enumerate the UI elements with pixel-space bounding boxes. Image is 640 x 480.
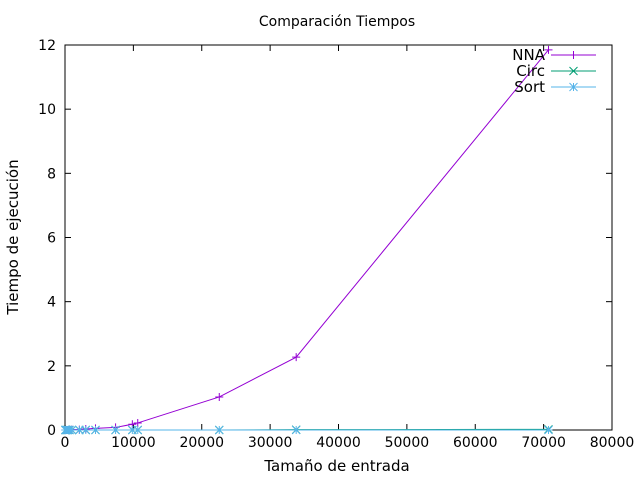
data-point-nna (133, 418, 142, 427)
x-tick-label: 20000 (179, 435, 224, 451)
y-tick-label: 0 (47, 423, 56, 439)
x-tick-label: 10000 (111, 435, 156, 451)
y-tick-label: 4 (47, 295, 56, 311)
data-point-sort (133, 425, 143, 435)
y-tick-label: 12 (38, 38, 56, 54)
legend-marker-sort (569, 82, 578, 92)
y-axis-label: Tiempo de ejecución (4, 159, 22, 315)
data-point-sort (111, 425, 120, 435)
x-tick-label: 40000 (316, 435, 361, 451)
x-tick-label: 30000 (248, 435, 293, 451)
x-tick-label: 60000 (453, 435, 498, 451)
data-point-sort (67, 425, 77, 435)
legend-label-circ: Circ (516, 62, 545, 80)
series-nna (61, 45, 553, 434)
data-point-sort (544, 425, 553, 435)
plot-frame (64, 44, 613, 431)
data-point-sort (81, 425, 91, 435)
y-tick-label: 8 (47, 166, 56, 182)
legend-label-nna: NNA (512, 46, 545, 64)
data-point-nna (544, 45, 553, 54)
axis-ticks: 0 10000 20000 30000 40000 50000 60000 70000 8000… (38, 38, 634, 451)
legend-marker-circ (569, 66, 578, 76)
x-tick-label: 0 (61, 435, 70, 451)
x-tick-label: 50000 (385, 435, 430, 451)
series-sort (61, 425, 553, 435)
y-tick-label: 6 (47, 231, 56, 247)
x-tick-label: 80000 (590, 435, 635, 451)
x-tick-label: 70000 (521, 435, 566, 451)
data-point-sort (75, 425, 84, 435)
legend-marker-nna (569, 51, 578, 59)
data-point-sort (214, 425, 224, 435)
data-point-sort (91, 425, 100, 435)
chart-title: Comparación Tiempos (259, 14, 415, 30)
data-point-sort (291, 425, 301, 435)
x-axis-label: Tamaño de entrada (263, 457, 409, 475)
series-line-nna (65, 49, 549, 431)
series-layer (61, 45, 553, 435)
legend-label-sort: Sort (514, 78, 545, 96)
data-point-nna (215, 392, 224, 401)
data-point-sort (127, 425, 137, 435)
y-tick-label: 10 (38, 102, 56, 118)
data-point-nna (292, 353, 301, 362)
y-tick-label: 2 (47, 359, 56, 375)
